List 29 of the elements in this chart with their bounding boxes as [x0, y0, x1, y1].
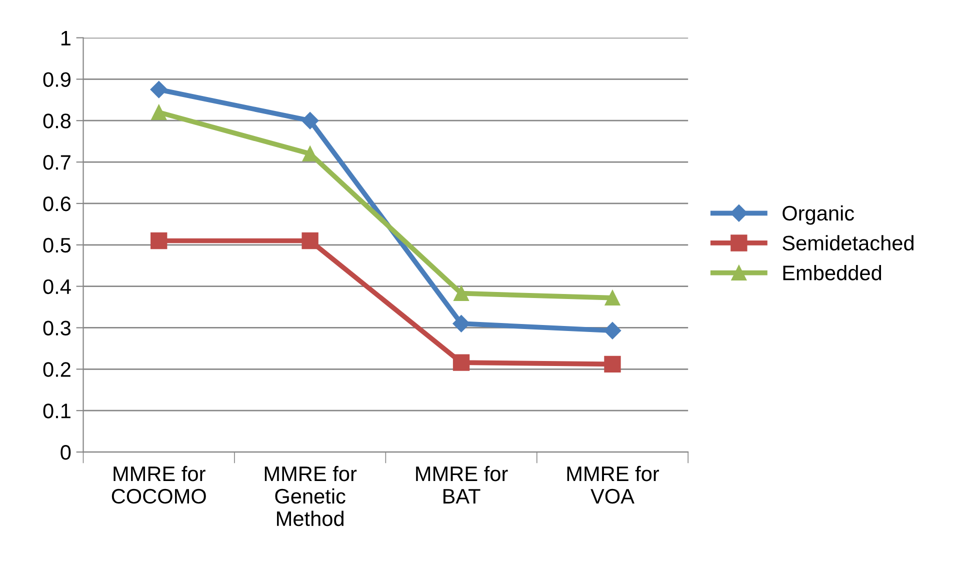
y-tick-label: 1 — [61, 30, 70, 46]
x-tick-label: MMRE for BAT — [416, 466, 508, 504]
point — [150, 80, 168, 98]
y-tick-label: 0.2 — [43, 362, 70, 377]
y-tick-label: 0.7 — [43, 155, 70, 170]
legend-label: Embedded — [783, 265, 882, 280]
point — [302, 112, 319, 130]
point — [604, 290, 620, 306]
point — [452, 315, 470, 332]
y-tick-label: 0.4 — [43, 279, 71, 294]
point — [151, 104, 166, 120]
y-tick-label: 0 — [60, 445, 71, 460]
y-tick-label: 0.5 — [43, 238, 71, 253]
y-tick-label: 0.6 — [43, 196, 71, 212]
legend-label: Semidetached — [782, 235, 914, 250]
x-tick-label: MMRE for COCOMO — [112, 466, 206, 504]
x-tick-label: MMRE for Genetic Method — [264, 466, 357, 526]
y-tick-label: 0.8 — [43, 114, 71, 128]
point — [454, 286, 469, 301]
y-tick-label: 0.3 — [43, 320, 71, 336]
point — [604, 356, 621, 373]
x-tick-label: MMRE for VOA — [567, 466, 660, 504]
y-tick-label: 0.1 — [43, 404, 70, 418]
point — [452, 354, 470, 371]
legend-label: Organic — [782, 205, 854, 225]
y-tick-label: 0.9 — [43, 72, 70, 87]
point — [604, 322, 622, 340]
point — [150, 232, 168, 250]
point — [302, 232, 318, 250]
